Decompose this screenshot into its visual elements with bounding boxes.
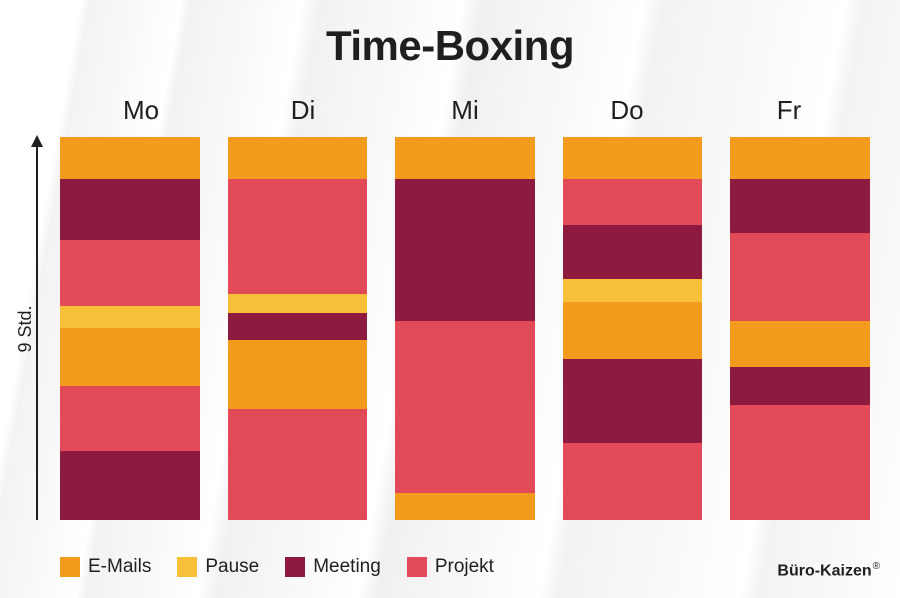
segment-projekt — [228, 409, 368, 520]
segment-pause — [60, 306, 200, 329]
day-column — [228, 137, 368, 520]
segment-meeting — [563, 225, 703, 279]
segment-pause — [228, 294, 368, 313]
legend-item-projekt: Projekt — [407, 556, 494, 578]
arrow-up-icon — [31, 135, 43, 147]
day-column — [563, 137, 703, 520]
day-label: Do — [546, 95, 708, 133]
segment-projekt — [60, 240, 200, 305]
day-column — [730, 137, 870, 520]
segment-meeting — [60, 451, 200, 520]
segment-meeting — [563, 359, 703, 443]
segment-projekt — [563, 443, 703, 520]
y-axis-line — [36, 137, 38, 520]
chart-area: MoDiMiDoFr — [60, 95, 870, 520]
day-label: Mo — [60, 95, 222, 133]
day-label: Mi — [384, 95, 546, 133]
legend-item-pause: Pause — [177, 556, 259, 578]
y-axis-label: 9 Std. — [15, 305, 36, 352]
page-title: Time-Boxing — [0, 0, 900, 70]
segment-emails — [395, 137, 535, 179]
segment-projekt — [228, 179, 368, 294]
segment-projekt — [730, 405, 870, 520]
legend-label: E-Mails — [88, 556, 151, 578]
segment-meeting — [395, 179, 535, 321]
legend-swatch-projekt — [407, 557, 427, 577]
segment-projekt — [563, 179, 703, 225]
legend-label: Pause — [205, 556, 259, 578]
legend-swatch-pause — [177, 557, 197, 577]
day-label: Di — [222, 95, 384, 133]
segment-emails — [228, 137, 368, 179]
segment-emails — [60, 137, 200, 179]
day-labels-row: MoDiMiDoFr — [60, 95, 870, 133]
segment-projekt — [730, 233, 870, 321]
legend-label: Meeting — [313, 556, 381, 578]
segment-pause — [563, 279, 703, 302]
registered-icon: ® — [873, 561, 880, 572]
legend-item-emails: E-Mails — [60, 556, 151, 578]
segment-emails — [730, 321, 870, 367]
stacked-columns — [60, 137, 870, 520]
legend-swatch-emails — [60, 557, 80, 577]
brand-text: Büro-Kaizen — [777, 562, 871, 579]
legend: E-Mails Pause Meeting Projekt — [60, 556, 494, 578]
segment-meeting — [730, 367, 870, 405]
segment-projekt — [395, 321, 535, 493]
segment-emails — [730, 137, 870, 179]
legend-item-meeting: Meeting — [285, 556, 381, 578]
segment-meeting — [730, 179, 870, 233]
segment-projekt — [60, 386, 200, 451]
segment-meeting — [228, 313, 368, 340]
segment-emails — [563, 302, 703, 359]
legend-swatch-meeting — [285, 557, 305, 577]
segment-meeting — [60, 179, 200, 240]
day-column — [395, 137, 535, 520]
segment-emails — [60, 328, 200, 385]
segment-emails — [395, 493, 535, 520]
segment-emails — [563, 137, 703, 179]
day-label: Fr — [708, 95, 870, 133]
legend-label: Projekt — [435, 556, 494, 578]
day-column — [60, 137, 200, 520]
segment-emails — [228, 340, 368, 409]
brand-mark: Büro-Kaizen® — [777, 561, 880, 580]
